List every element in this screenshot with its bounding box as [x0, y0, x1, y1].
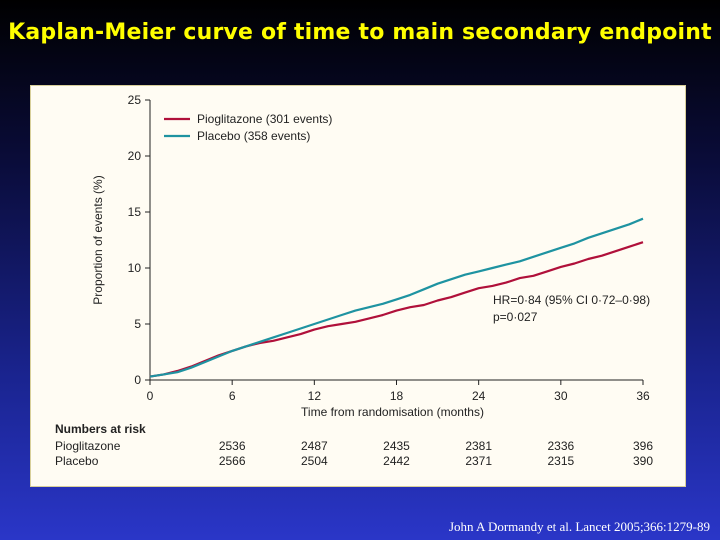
hazard-ratio-annotation: HR=0·84 (95% CI 0·72–0·98) [493, 293, 650, 307]
risk-table-value: 2536 [219, 439, 246, 453]
x-tick-label: 6 [229, 389, 236, 403]
legend-label-placebo: Placebo (358 events) [197, 129, 310, 143]
x-axis-label: Time from randomisation (months) [301, 405, 484, 419]
risk-table-value: 2336 [547, 439, 574, 453]
p-value-annotation: p=0·027 [493, 310, 538, 324]
citation: John A Dormandy et al. Lancet 2005;366:1… [448, 519, 710, 534]
risk-table-row-label: Placebo [55, 454, 99, 468]
risk-table-value: 2435 [383, 439, 410, 453]
y-tick-label: 0 [134, 373, 141, 387]
risk-table-value: 2371 [465, 454, 492, 468]
y-tick-label: 10 [128, 261, 142, 275]
risk-table-value: 2442 [383, 454, 410, 468]
x-tick-label: 30 [554, 389, 568, 403]
y-axis-label: Proportion of events (%) [91, 175, 105, 304]
x-tick-label: 12 [308, 389, 322, 403]
risk-table-value: 2487 [301, 439, 328, 453]
series-line-placebo [149, 217, 644, 378]
y-tick-label: 25 [128, 93, 142, 107]
x-tick-label: 18 [390, 389, 404, 403]
legend-label-pioglitazone: Pioglitazone (301 events) [197, 112, 332, 126]
y-tick-label: 20 [128, 149, 142, 163]
risk-table-row-label: Pioglitazone [55, 439, 121, 453]
risk-table-value: 2566 [219, 454, 246, 468]
y-tick-label: 5 [134, 317, 141, 331]
x-tick-label: 24 [472, 389, 486, 403]
risk-table-value: 2381 [465, 439, 492, 453]
x-tick-label: 0 [147, 389, 154, 403]
chart-panel: 0 5 10 15 20 25 0 6 12 18 24 30 36 Time from randomis… [30, 85, 686, 487]
risk-table-value: 2504 [301, 454, 328, 468]
kaplan-meier-chart: 0 5 10 15 20 25 0 6 12 18 24 30 36 Time from randomis… [55, 93, 653, 468]
series-line-pioglitazone [149, 241, 644, 378]
risk-table-heading: Numbers at risk [55, 422, 146, 436]
y-tick-label: 15 [128, 205, 142, 219]
risk-table-value: 2315 [547, 454, 574, 468]
risk-table-value: 390 [633, 454, 653, 468]
slide-title: Kaplan-Meier curve of time to main secon… [8, 20, 712, 45]
risk-table-value: 396 [633, 439, 653, 453]
x-tick-label: 36 [636, 389, 650, 403]
